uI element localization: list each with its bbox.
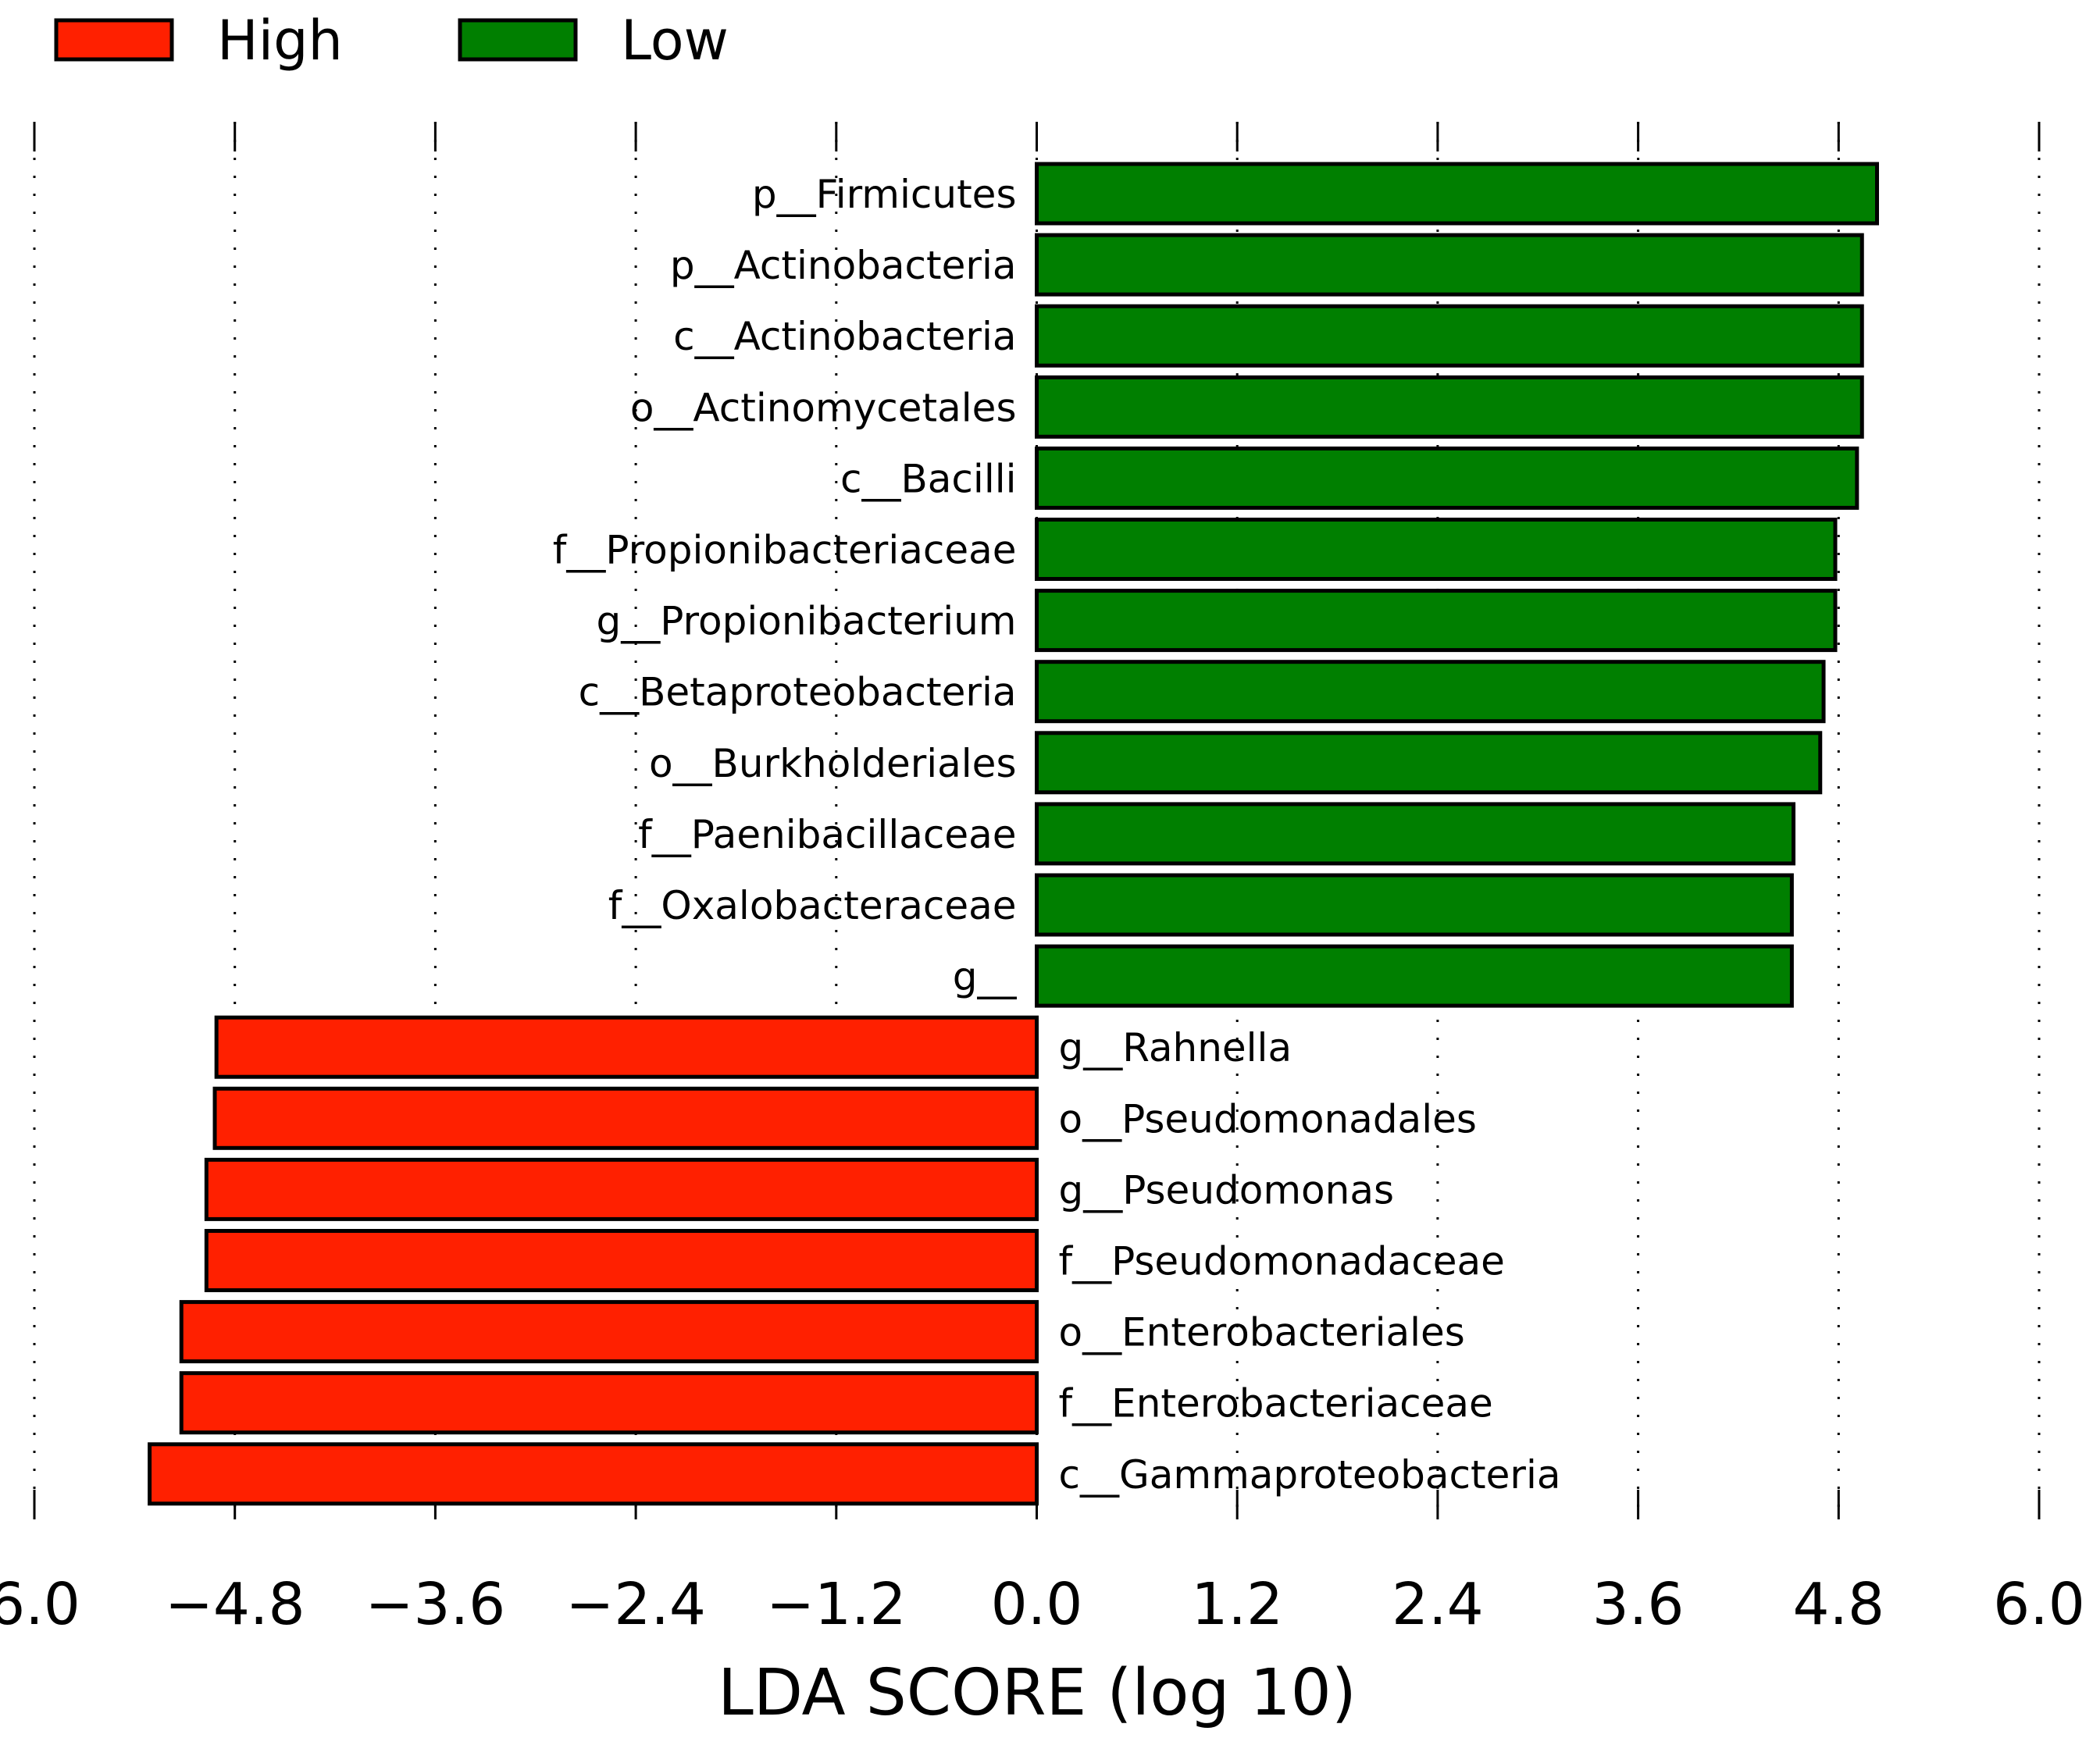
bar <box>1035 304 1864 368</box>
x-tick-label: 1.2 <box>1191 1571 1283 1638</box>
x-tick-label: 6.0 <box>1993 1571 2085 1638</box>
bar-label: f__Paenibacillaceae <box>638 812 1016 857</box>
bar <box>204 1229 1039 1292</box>
bar <box>1035 660 1826 724</box>
x-tick-label: −2.4 <box>565 1571 706 1638</box>
legend: High Low <box>54 9 729 73</box>
x-tick-labels: 6.0 −4.8 −3.6 −2.4 −1.2 0.0 1.2 2.4 3.6 4.8 6.0 <box>0 1571 2085 1638</box>
x-tick-label: −1.2 <box>766 1571 907 1638</box>
x-tick-label: −4.8 <box>165 1571 305 1638</box>
legend-swatch-high <box>54 18 174 62</box>
bar <box>179 1371 1039 1435</box>
x-tick-label: 2.4 <box>1392 1571 1484 1638</box>
bar <box>1035 731 1823 795</box>
bar <box>179 1300 1039 1364</box>
bar-label: f__Oxalobacteraceae <box>608 883 1017 928</box>
bar <box>1035 589 1838 653</box>
bar <box>1035 944 1794 1008</box>
bar-label: g__ <box>953 954 1018 999</box>
bar <box>148 1442 1039 1506</box>
x-tick-label: 3.6 <box>1592 1571 1685 1638</box>
x-tick-label: 6.0 <box>0 1571 80 1638</box>
bar-label: o__Actinomycetales <box>630 385 1017 430</box>
bar-label: g__Rahnella <box>1059 1025 1292 1070</box>
bar-label: c__Betaproteobacteria <box>579 670 1017 715</box>
x-tick-label: 0.0 <box>991 1571 1083 1638</box>
bar-label: o__Enterobacteriales <box>1059 1310 1465 1355</box>
bar-label: f__Pseudomonadaceae <box>1059 1239 1505 1284</box>
bar <box>1035 233 1864 297</box>
bar-labels: p__Firmicutes p__Actinobacteria c__Actinob… <box>553 172 1561 1498</box>
bar <box>204 1157 1039 1221</box>
bar <box>1035 162 1880 226</box>
bar <box>212 1086 1039 1150</box>
bar-label: p__Firmicutes <box>752 172 1017 217</box>
bars <box>148 162 1880 1506</box>
x-tick-label: −3.6 <box>365 1571 506 1638</box>
bar <box>1035 446 1859 510</box>
bar-label: c__Bacilli <box>840 456 1017 501</box>
bar <box>214 1015 1039 1079</box>
bar-label: c__Actinobacteria <box>673 314 1016 359</box>
bar-label: f__Enterobacteriaceae <box>1059 1381 1493 1426</box>
x-axis-title: LDA SCORE (log 10) <box>718 1656 1357 1730</box>
legend-label-low: Low <box>621 9 729 73</box>
bar-label: p__Actinobacteria <box>670 243 1017 288</box>
bar-label: g__Pseudomonas <box>1059 1167 1395 1213</box>
bar-label: o__Burkholderiales <box>649 741 1017 786</box>
bar <box>1035 375 1864 439</box>
bar-label: c__Gammaproteobacteria <box>1059 1452 1561 1498</box>
legend-label-high: High <box>217 9 343 73</box>
bar <box>1035 518 1838 581</box>
bar <box>1035 873 1794 937</box>
x-tick-label: 4.8 <box>1792 1571 1884 1638</box>
bar <box>1035 802 1796 866</box>
legend-swatch-low <box>458 18 578 62</box>
bar-label: f__Propionibacteriaceae <box>553 528 1017 573</box>
bar-label: o__Pseudomonadales <box>1059 1096 1477 1141</box>
bar-label: g__Propionibacterium <box>597 599 1017 644</box>
